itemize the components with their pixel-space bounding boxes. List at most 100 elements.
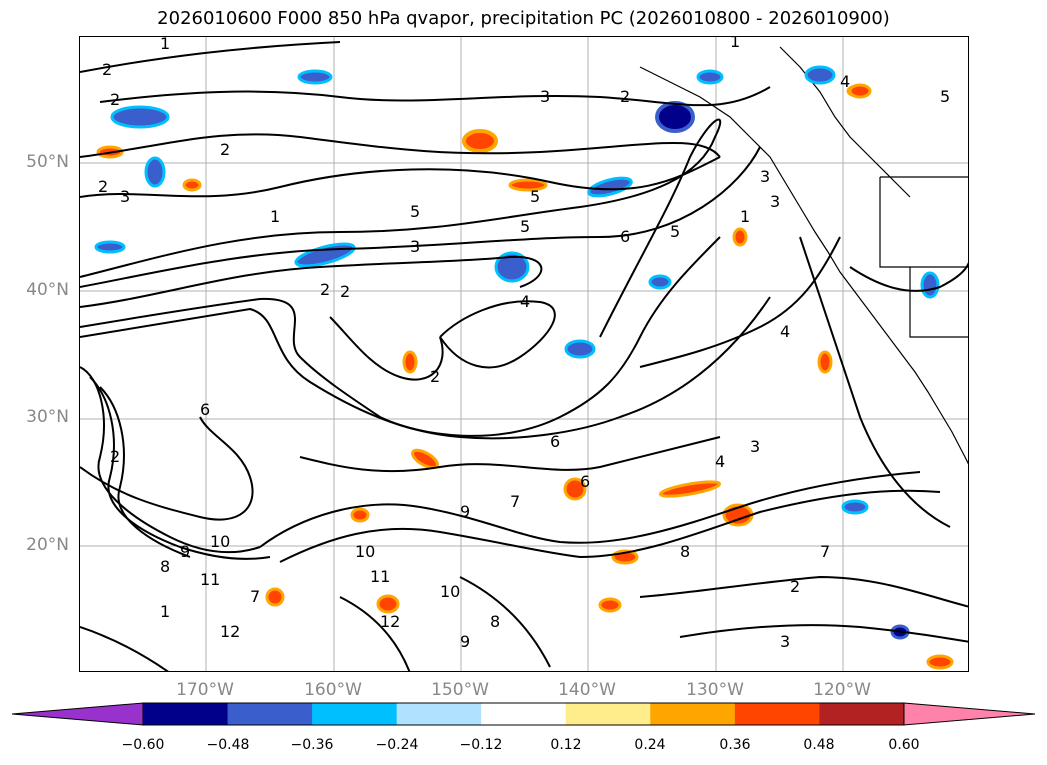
contour-label: 12 [220, 622, 240, 641]
contour-label: 2 [430, 367, 440, 386]
lat-label-50n: 50°N [26, 152, 69, 172]
contour-line [679, 624, 968, 643]
contour-label: 10 [210, 532, 230, 551]
precip-blob [732, 227, 748, 247]
contour-line [80, 146, 761, 288]
contour-label: 10 [355, 542, 375, 561]
contour-line [80, 366, 261, 554]
contour-line [80, 626, 169, 671]
precip-blob [508, 178, 548, 192]
lon-label-160w: 160°W [304, 680, 362, 700]
contour-label: 4 [715, 452, 725, 471]
colorbar-tick-label: −0.12 [459, 737, 503, 753]
contour-label: 5 [520, 217, 530, 236]
map-title: 2026010600 F000 850 hPa qvapor, precipit… [157, 8, 890, 29]
contour-label: 3 [540, 87, 550, 106]
state-border-2 [909, 267, 968, 338]
bc-coast-line [779, 46, 911, 198]
contour-line [80, 416, 254, 521]
precip-positive [96, 83, 954, 670]
colorbar-tick-label: 0.60 [888, 737, 920, 753]
contour-label: 3 [780, 632, 790, 651]
contour-line [639, 236, 841, 368]
lon-label-130w: 130°W [686, 680, 744, 700]
lon-label-170w: 170°W [176, 680, 234, 700]
precip-blob [494, 251, 530, 283]
precip-blob [926, 654, 954, 670]
contour-label: 2 [320, 280, 330, 299]
contour-label: 3 [760, 167, 770, 186]
contour-line [279, 489, 941, 563]
contour-label: 12 [380, 612, 400, 631]
contour-line [80, 255, 543, 308]
precip-blob [350, 507, 370, 523]
precip-blob [144, 156, 166, 188]
contour-line [99, 86, 771, 107]
contour-line [99, 386, 191, 558]
state-border-1 [879, 177, 968, 268]
lat-label-40n: 40°N [26, 280, 69, 300]
contour-label: 7 [510, 492, 520, 511]
contour-label: 4 [780, 322, 790, 341]
contour-label: 7 [250, 587, 260, 606]
precip-blob [648, 274, 672, 290]
contour-label: 9 [460, 502, 470, 521]
contour-line [639, 575, 968, 608]
contour-line [849, 261, 968, 292]
colorbar-outline [142, 702, 905, 726]
contour-line [439, 300, 556, 369]
contour-label: 5 [940, 87, 950, 106]
contour-label: 2 [340, 282, 350, 301]
precip-blob [94, 240, 126, 254]
contour-label: 1 [160, 37, 170, 53]
contour-label: 8 [160, 557, 170, 576]
contour-line [80, 156, 721, 198]
contour-label: 2 [790, 577, 800, 596]
precip-blob [841, 499, 869, 515]
contour-label: 5 [410, 202, 420, 221]
contour-label: 3 [770, 192, 780, 211]
colorbar-tick-label: −0.36 [290, 737, 334, 753]
contour-label: 2 [110, 90, 120, 109]
colorbar-swatch [819, 703, 905, 725]
contour-line [299, 436, 721, 473]
contour-label: 2 [98, 177, 108, 196]
precip-blob [848, 83, 872, 99]
west-coast-line [639, 66, 968, 465]
contour-label: 3 [750, 437, 760, 456]
lon-label-140w: 140°W [558, 680, 616, 700]
contour-label: 11 [370, 567, 390, 586]
graticule [80, 37, 968, 671]
qvapor-contours [80, 41, 968, 671]
colorbar-extend-max [903, 702, 1036, 726]
lat-label-30n: 30°N [26, 407, 69, 427]
colorbar [11, 702, 1036, 726]
precip-blob [658, 480, 722, 498]
contour-label: 2 [102, 60, 112, 79]
colorbar-extend-min [11, 702, 144, 726]
contour-line [259, 471, 921, 548]
precip-blob [402, 350, 418, 374]
colorbar-swatch [650, 703, 736, 725]
contour-label: 3 [120, 187, 130, 206]
precip-blob [563, 477, 587, 501]
colorbar-tick-label: 0.48 [803, 737, 835, 753]
precip-blob [265, 587, 285, 607]
contour-line [80, 236, 721, 437]
contour-label: 10 [440, 582, 460, 601]
contour-line [339, 596, 411, 671]
colorbar-swatch [227, 703, 313, 725]
contour-line [80, 118, 722, 338]
contour-line [80, 41, 341, 73]
colorbar-tick-label: −0.24 [375, 737, 419, 753]
contour-line [80, 133, 721, 158]
contour-line [459, 576, 551, 668]
contour-label: 6 [580, 472, 590, 491]
contour-label: 1 [160, 602, 170, 621]
colorbar-tick-label: 0.12 [550, 737, 582, 753]
precip-negative [94, 65, 940, 640]
colorbar-tick-label: 0.36 [719, 737, 751, 753]
colorbar-swatch [312, 703, 398, 725]
precip-blob [598, 597, 622, 613]
